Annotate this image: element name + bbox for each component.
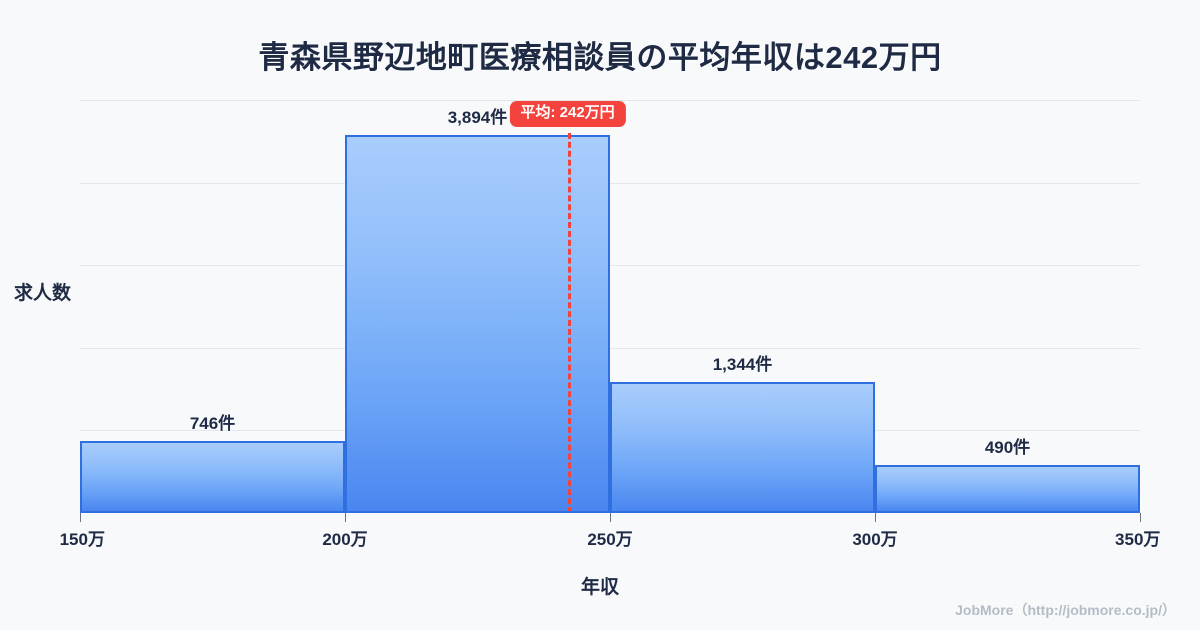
- gridline: [80, 348, 1140, 349]
- chart-title: 青森県野辺地町医療相談員の平均年収は242万円: [258, 40, 942, 75]
- bar-value-label: 3,894件: [447, 107, 508, 127]
- bar-value-label: 490件: [984, 438, 1031, 458]
- x-axis-tick: [80, 513, 81, 522]
- y-axis-title: 求人数: [14, 283, 72, 304]
- bar[interactable]: [610, 382, 875, 513]
- bar[interactable]: [875, 465, 1140, 513]
- x-axis-tick-label: 300万: [852, 530, 898, 549]
- x-axis-tick-label: 150万: [59, 530, 105, 549]
- bar[interactable]: [345, 134, 610, 513]
- x-axis-tick-label: 350万: [1115, 530, 1161, 549]
- average-badge: 平均: 242万円: [509, 101, 626, 127]
- x-axis-title: 年収: [580, 577, 619, 598]
- average-dashed-line: [567, 133, 571, 513]
- gridline: [80, 183, 1140, 184]
- x-axis-line: [80, 511, 1140, 513]
- watermark: JobMore（http://jobmore.co.jp/）: [955, 602, 1176, 618]
- gridline: [80, 100, 1140, 101]
- x-axis-tick-label: 200万: [322, 530, 368, 549]
- bar-value-label: 1,344件: [712, 355, 773, 375]
- x-axis-tick: [345, 513, 346, 522]
- x-axis-tick: [875, 513, 876, 522]
- x-axis-tick: [1140, 513, 1141, 522]
- bar-value-label: 746件: [189, 413, 236, 433]
- bar[interactable]: [80, 440, 345, 513]
- x-axis-tick-label: 250万: [587, 530, 633, 549]
- x-axis-tick: [610, 513, 611, 522]
- gridline: [80, 265, 1140, 266]
- plot-area: 746件 3,894件 1,344件 490件 平均: 242万円: [80, 100, 1141, 522]
